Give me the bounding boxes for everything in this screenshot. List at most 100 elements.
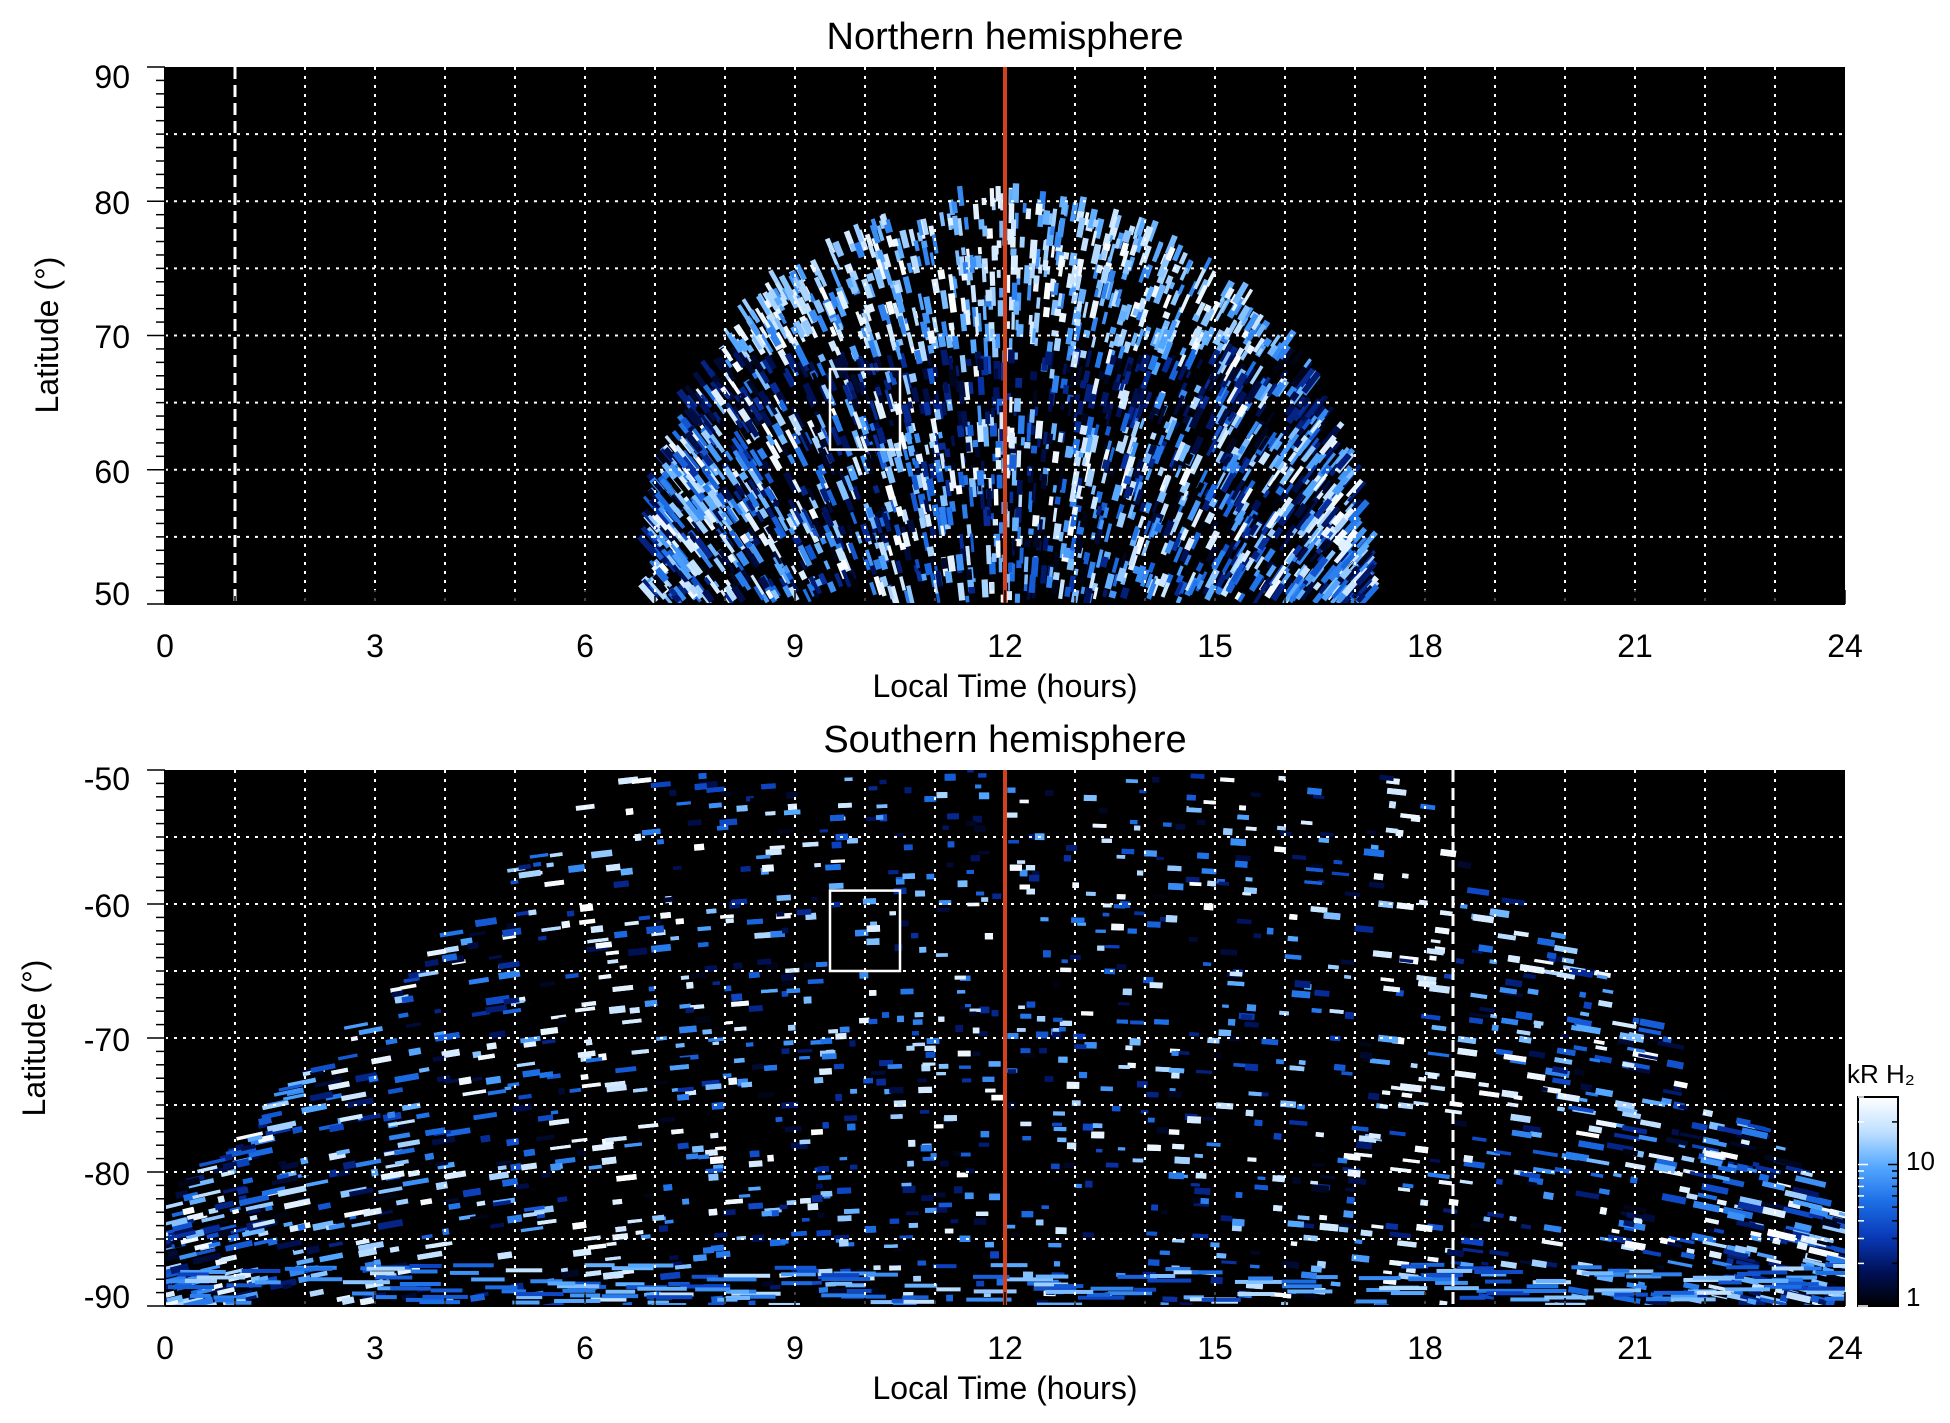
heat-streak — [910, 474, 920, 491]
heat-streak — [706, 368, 716, 378]
heat-streak — [1680, 1251, 1696, 1260]
heat-streak — [1138, 264, 1148, 284]
heat-streak — [1708, 1250, 1722, 1259]
heat-streak — [674, 491, 691, 511]
heat-streak — [920, 503, 928, 515]
heat-streak — [737, 1078, 749, 1086]
heat-streak — [748, 971, 760, 979]
heat-streak — [861, 278, 873, 299]
heat-streak — [828, 882, 844, 890]
heat-streak — [888, 419, 895, 427]
heat-streak — [765, 439, 781, 461]
heat-streak — [1130, 332, 1139, 347]
heat-streak — [1075, 274, 1083, 291]
heat-streak — [1184, 571, 1197, 592]
heat-streak — [510, 999, 525, 1007]
heat-streak — [1224, 437, 1238, 455]
heat-streak — [1443, 1208, 1458, 1214]
heat-streak — [1321, 541, 1337, 560]
heat-streak — [713, 557, 726, 573]
heat-streak — [403, 976, 420, 984]
heat-streak — [918, 402, 926, 415]
heat-streak — [1179, 293, 1191, 314]
heat-streak — [784, 1125, 802, 1133]
heat-streak — [1289, 913, 1298, 921]
heat-streak — [1265, 511, 1280, 529]
heat-streak — [875, 426, 887, 445]
heat-streak — [848, 568, 857, 580]
heat-streak — [1114, 214, 1122, 229]
heat-streak — [1123, 486, 1133, 499]
heat-streak — [1151, 241, 1164, 263]
heat-streak — [747, 1282, 764, 1287]
heat-streak — [854, 929, 869, 937]
heat-streak — [931, 278, 940, 294]
heat-streak — [923, 296, 933, 316]
heat-streak — [1042, 210, 1051, 226]
heat-streak — [750, 574, 765, 596]
heat-streak — [1342, 507, 1356, 521]
heat-streak — [1594, 1054, 1612, 1064]
heat-streak — [1210, 520, 1219, 532]
heat-streak — [829, 814, 845, 822]
heat-streak — [694, 537, 714, 560]
heat-streak — [954, 250, 961, 266]
heat-streak — [1241, 487, 1254, 505]
heat-streak — [736, 561, 745, 571]
heat-streak — [1288, 587, 1302, 604]
heat-streak — [397, 1265, 421, 1275]
heat-streak — [769, 930, 786, 938]
heat-streak — [1257, 535, 1271, 551]
heat-streak — [1245, 1109, 1254, 1117]
heat-streak — [248, 1147, 274, 1158]
heat-streak — [916, 219, 924, 236]
heat-streak — [1224, 570, 1232, 581]
heat-streak — [1639, 1018, 1665, 1030]
heat-streak — [1042, 431, 1049, 445]
heat-streak — [929, 252, 936, 266]
heat-streak — [980, 460, 985, 471]
heat-streak — [944, 570, 953, 584]
heat-streak — [1188, 406, 1205, 430]
heat-streak — [565, 973, 579, 979]
heat-streak — [1257, 392, 1270, 410]
heat-streak — [1573, 1068, 1585, 1077]
heat-streak — [590, 849, 613, 859]
heat-streak — [1515, 1011, 1533, 1021]
heat-streak — [913, 349, 923, 365]
heat-streak — [965, 569, 973, 581]
heat-streak — [1254, 1184, 1269, 1191]
heat-streak — [1216, 1253, 1227, 1259]
heat-streak — [793, 276, 802, 289]
heat-streak — [421, 1234, 433, 1240]
heat-streak — [1280, 1100, 1297, 1108]
heat-streak — [1028, 574, 1036, 593]
heat-streak — [1069, 374, 1076, 389]
heat-streak — [515, 1183, 530, 1190]
heat-streak — [1573, 1045, 1588, 1052]
heat-streak — [749, 404, 764, 422]
heat-streak — [877, 443, 890, 464]
heat-streak — [1234, 591, 1244, 602]
heat-streak — [828, 248, 839, 266]
heat-streak — [984, 323, 990, 342]
heat-streak — [1220, 279, 1235, 299]
heat-streak — [357, 1113, 381, 1122]
heat-streak — [1462, 1247, 1484, 1254]
heat-streak — [1320, 564, 1338, 585]
heat-streak — [1429, 984, 1450, 994]
heat-streak — [1136, 217, 1147, 237]
heat-streak — [1344, 565, 1360, 582]
heat-streak — [745, 499, 756, 512]
y-tick-label: 70 — [94, 319, 130, 355]
heat-streak — [1199, 329, 1210, 343]
heat-streak — [891, 559, 899, 575]
heat-streak — [1233, 485, 1250, 509]
heat-streak — [720, 486, 734, 502]
heat-streak — [1133, 216, 1145, 236]
heat-streak — [1331, 475, 1349, 495]
heat-streak — [1029, 409, 1036, 423]
heat-streak — [734, 571, 749, 588]
heat-streak — [1296, 427, 1305, 437]
heat-streak — [1050, 208, 1058, 229]
